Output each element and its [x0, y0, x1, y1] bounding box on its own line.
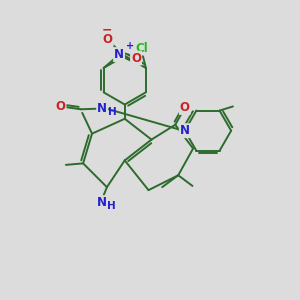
Text: O: O [103, 33, 113, 46]
Text: O: O [56, 100, 65, 113]
Text: Cl: Cl [135, 42, 148, 55]
Text: −: − [101, 23, 112, 36]
Text: O: O [180, 101, 190, 114]
Text: H: H [107, 201, 116, 211]
Text: N: N [180, 124, 190, 137]
Text: N: N [114, 48, 124, 61]
Text: +: + [126, 41, 134, 51]
Text: N: N [97, 196, 106, 209]
Text: N: N [97, 102, 107, 115]
Text: O: O [131, 52, 141, 65]
Text: H: H [108, 107, 117, 117]
